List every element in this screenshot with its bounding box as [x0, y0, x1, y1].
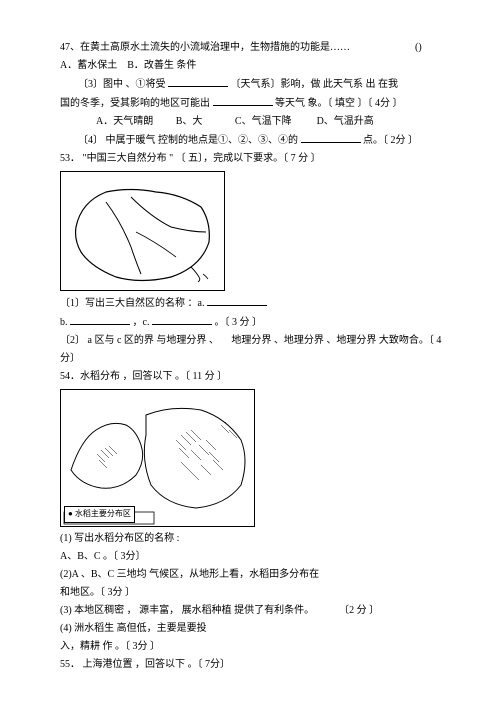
q47-line3: 〔3〕图中 、①将受 〔天气系〕影响，做 此天气系 出 在我 — [60, 76, 455, 93]
q54-sub4b-text: 入，精耕 作 。〔 3分 〕 — [60, 641, 160, 652]
q54-sub3a: (3) 本地区稠密 ， 源丰富， 展水稻种植 提供了有利条件。 — [60, 605, 314, 616]
q54-stem: 54．水稻分布 ，回答以下 。〔 11 分 〕 — [60, 369, 455, 385]
q54-sub4b: 入，精耕 作 。〔 3分 〕 — [60, 639, 455, 655]
q54-sub1-text: (1) 写出水稻分布区的名称 : — [60, 533, 179, 544]
q54-sub1: (1) 写出水稻分布区的名称 : — [60, 531, 455, 547]
q47-optLineA: A．天气晴朗 — [96, 116, 153, 127]
q53-sub1-line2: b. ，c. 。〔 3 分 〕 — [60, 314, 455, 331]
q47-optLineC: C、气温下降 — [235, 116, 292, 127]
q54-sub2b: 和地区。〔 3分 〕 — [60, 585, 455, 601]
map2-caption: ● 水稻主要分布区 — [64, 506, 135, 523]
q54-sub4a-text: (4) 洲水稻生 高但低，主要是要投 — [60, 623, 207, 634]
q47-opts-cd: A．天气晴朗 B、大 C、气温下降 D、气温升高 — [60, 114, 455, 130]
q47-line3b: 〔天气系〕影响，做 此天气系 出 在我 — [231, 79, 399, 90]
blank — [207, 295, 267, 306]
q47-line6b: 点。〔 2分 〕 — [363, 135, 418, 146]
q53-sub2a: 〔2〕 a 区与 c 区的界 与地理分界 、 — [60, 335, 219, 346]
q54-sub3b: 〔2 分 〕 — [339, 605, 379, 616]
q54-text: 54．水稻分布 ，回答以下 。〔 11 分 〕 — [60, 371, 227, 382]
blank — [213, 95, 273, 106]
q53-sub1line2b: ，c. — [133, 317, 150, 328]
q47-optLineB: B、大 — [176, 116, 203, 127]
q54-sub2a: (2)A 、B、C 三地均 气候区，从地形上看，水稻田多分布在 — [60, 567, 455, 583]
q47-line3a: 〔3〕图中 、①将受 — [78, 79, 166, 90]
q47-text: 47、在黄土高原水土流失的小流域治理中，生物措施的功能是…… — [60, 42, 350, 53]
q47-line4: 国的冬季，受其影响的地区可能出 等天气 象。〔 填空 〕〔 4分 〕 — [60, 95, 455, 112]
q47-line6: 〔4〕 中属于暖气 控制的地点是①、②、③、④的 点。〔 2分 〕 — [60, 132, 455, 149]
q54-sub1b: A、B、C 。〔 3分〕 — [60, 549, 455, 565]
q47-stem: 47、在黄土高原水土流失的小流域治理中，生物措施的功能是…… () — [60, 40, 455, 56]
q47-optLineD: D、气温升高 — [317, 116, 374, 127]
q53-text: 53． "中国三大自然分布 " 〔 五〕，完成以下要求。〔 7 分 〕 — [60, 153, 321, 164]
q54-sub2b-text: 和地区。〔 3分 〕 — [60, 587, 135, 598]
q54-sub1b-text: A、B、C 。〔 3分〕 — [60, 551, 146, 562]
q53-sub2b: 地理分界 、地理分界 、地理分界 大致吻合。〔 4 — [231, 335, 441, 346]
q53-stem: 53． "中国三大自然分布 " 〔 五〕，完成以下要求。〔 7 分 〕 — [60, 151, 455, 167]
q47-paren: () — [415, 40, 422, 56]
q47-line4a: 国的冬季，受其影响的地区可能出 — [60, 98, 210, 109]
q47-opts-ab: A．蓄水保土 B．改善生 条件 — [60, 58, 455, 74]
q53-sub2c: 分〕 — [60, 351, 455, 367]
q53-sub2c-text: 分〕 — [60, 353, 80, 364]
q54-sub4a: (4) 洲水稻生 高但低，主要是要投 — [60, 621, 455, 637]
map-china-regions — [60, 171, 225, 291]
q54-sub2a-text: (2)A 、B、C 三地均 气候区，从地形上看，水稻田多分布在 — [60, 569, 319, 580]
q53-sub1-text: 〔1〕写出三大自然区的名称 ：a. — [60, 298, 204, 309]
q47-line4b: 等天气 象。〔 填空 〕〔 4分 〕 — [275, 98, 403, 109]
q47-optA: A．蓄水保土 — [60, 60, 117, 71]
q55-text: 55． 上海港位置 ，回答以下 。〔 7分〕 — [60, 659, 230, 670]
blank — [168, 76, 228, 87]
q47-line6a: 〔4〕 中属于暖气 控制的地点是①、②、③、④的 — [78, 135, 298, 146]
china-map-svg — [61, 172, 225, 291]
q47-optB: B．改善生 条件 — [127, 60, 196, 71]
blank — [301, 132, 361, 143]
q53-sub1line2c: 。〔 3 分 〕 — [214, 317, 262, 328]
blank — [70, 314, 130, 325]
q54-sub3: (3) 本地区稠密 ， 源丰富， 展水稻种植 提供了有利条件。 〔2 分 〕 — [60, 603, 455, 619]
q53-sub2: 〔2〕 a 区与 c 区的界 与地理分界 、 地理分界 、地理分界 、地理分界 … — [60, 333, 455, 349]
q55-stem: 55． 上海港位置 ，回答以下 。〔 7分〕 — [60, 657, 455, 673]
q53-sub1: 〔1〕写出三大自然区的名称 ：a. — [60, 295, 455, 312]
blank — [152, 314, 212, 325]
q53-sub1line2a: b. — [60, 317, 68, 328]
map-rice-distribution: ● 水稻主要分布区 — [60, 389, 255, 527]
